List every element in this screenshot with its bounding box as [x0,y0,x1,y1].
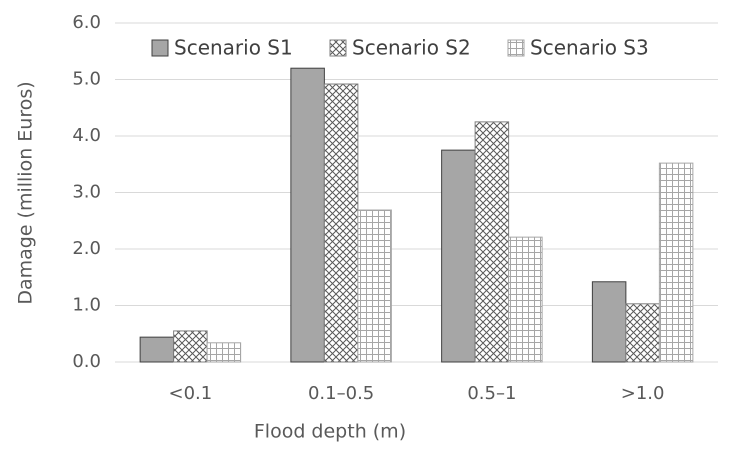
bar [357,209,392,363]
x-tick-label: <0.1 [169,383,213,404]
legend-label: Scenario S2 [352,36,471,60]
x-axis-title: Flood depth (m) [254,421,406,443]
bar [323,83,359,363]
y-tick-label: 2.0 [72,238,101,259]
legend-label: Scenario S1 [174,36,293,60]
x-tick-label: >1.0 [621,383,665,404]
legend-swatch [507,39,525,57]
y-tick-label: 6.0 [72,12,101,33]
bar [290,67,325,363]
bar [591,281,627,363]
y-tick-label: 0.0 [72,351,101,372]
x-tick-label: 0.5–1 [467,383,516,404]
y-tick-label: 5.0 [72,69,101,90]
bar [474,121,510,363]
y-tick-label: 3.0 [72,182,101,203]
bar [139,336,175,363]
legend-swatch [329,39,347,57]
bar [206,342,242,363]
bar [658,162,694,363]
bar [173,330,208,363]
legend-swatch [151,39,169,57]
y-tick-label: 1.0 [72,295,101,316]
y-tick-label: 4.0 [72,125,101,146]
x-tick-label: 0.1–0.5 [308,383,374,404]
y-axis-title: Damage (million Euros) [15,81,37,304]
bar [508,236,543,363]
bar [625,303,660,363]
bar [441,149,476,363]
legend-label: Scenario S3 [530,36,649,60]
